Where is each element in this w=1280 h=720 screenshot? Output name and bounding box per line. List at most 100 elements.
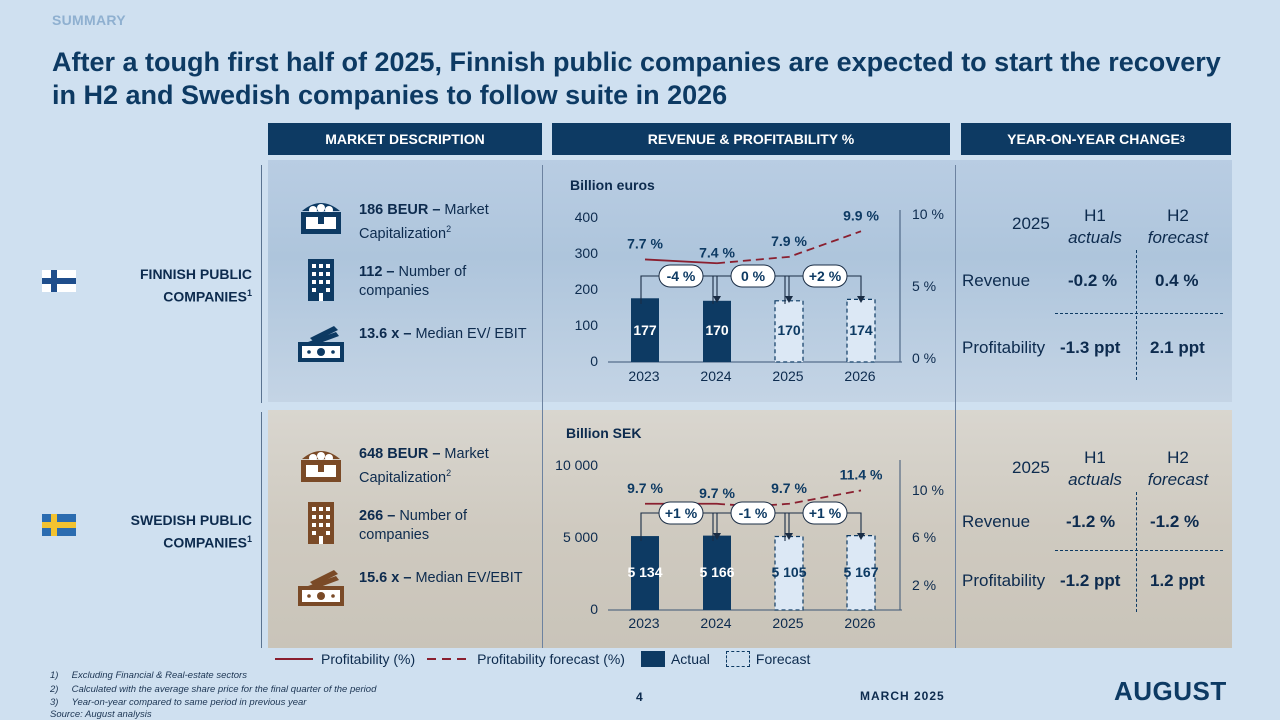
chart-fi-right-tick: 0 % xyxy=(912,350,937,366)
change-bubble xyxy=(802,501,848,525)
yoy-fi-h1-header: H1 actuals xyxy=(1068,206,1122,247)
change-label: -4 % xyxy=(667,268,696,284)
yoy-fi-row-label: Profitability xyxy=(962,338,1046,357)
profitability-label: 11.4 % xyxy=(840,466,883,482)
divider xyxy=(1136,250,1137,380)
bar-actual xyxy=(631,536,659,610)
page-title: After a tough first half of 2025, Finnis… xyxy=(52,47,1221,110)
yoy-fi-profit-h1: -1.3 ppt xyxy=(1060,338,1121,357)
change-bubble xyxy=(658,264,704,288)
footnote: 3) Year-on-year compared to same period … xyxy=(50,697,307,708)
chart-fi-xlabel: 2026 xyxy=(844,368,876,384)
change-label: 0 % xyxy=(741,268,766,284)
chart-fi-right-tick: 10 % xyxy=(912,206,944,222)
yoy-se-row-label: Profitability xyxy=(962,571,1046,590)
header-yoy-change: YEAR-ON-YEAR CHANGE 3 xyxy=(961,123,1231,155)
sweden-number-of-companies: 266 – Number of companies xyxy=(359,508,468,543)
yoy-fi-revenue-h1: -0.2 % xyxy=(1068,271,1118,290)
chart-fi-ytick: 100 xyxy=(574,317,598,333)
yoy-se-profit-h2: 1.2 ppt xyxy=(1150,571,1205,590)
report-date: MARCH 2025 xyxy=(860,689,945,703)
finland-number-of-companies: 112 – Number of companies xyxy=(359,264,467,299)
yoy-fi-revenue-h2: 0.4 % xyxy=(1155,271,1199,290)
legend-actual: Actual xyxy=(670,651,710,667)
yoy-se-revenue-h2: -1.2 % xyxy=(1150,512,1200,531)
chart-legend: Profitability (%) Profitability forecast… xyxy=(275,651,810,667)
building-icon xyxy=(308,502,334,544)
chart-se-ytick: 10 000 xyxy=(555,457,598,473)
company-logo: AUGUST xyxy=(1114,676,1227,706)
bar-value-label: 174 xyxy=(849,322,873,338)
chart-se-right-tick: 6 % xyxy=(912,529,937,545)
yoy-se-h2-header: H2 forecast xyxy=(1147,448,1209,489)
bar-value-label: 5 167 xyxy=(843,564,878,580)
chart-se-ytick: 0 xyxy=(590,601,598,617)
chart-se-ylabel: Billion SEK xyxy=(566,425,642,441)
profitability-label: 9.7 % xyxy=(699,485,735,501)
chart-fi-xlabel: 2024 xyxy=(700,368,732,384)
money-icon xyxy=(298,570,344,606)
finland-market-cap: 186 BEUR – Market Capitalization2 xyxy=(359,202,489,242)
change-arrow-head xyxy=(713,296,721,303)
treasure-chest-icon xyxy=(301,451,341,482)
legend-forecast-line-icon xyxy=(427,658,470,660)
yoy-fi-row-label: Revenue xyxy=(962,271,1031,290)
profitability-label: 9.9 % xyxy=(843,207,879,223)
chart-se-xlabel: 2026 xyxy=(844,615,876,631)
divider xyxy=(1055,313,1223,314)
finland-median-ev-ebit: 13.6 x – Median EV/ EBIT xyxy=(359,326,527,342)
change-label: +2 % xyxy=(809,268,842,284)
profitability-label: 7.4 % xyxy=(699,244,735,260)
bar-forecast xyxy=(774,535,804,611)
bar-value-label: 170 xyxy=(777,322,801,338)
chart-sweden-plot: 5 134 5 166 5 105 5 167 9.7 % 9.7 % 9.7 % 11.4 … xyxy=(608,460,902,611)
legend-forecast: Forecast xyxy=(755,651,811,667)
chart-se-xlabel: 2023 xyxy=(628,615,660,631)
profitability-forecast-line xyxy=(716,230,862,265)
chart-fi-right-tick: 5 % xyxy=(912,278,937,294)
profitability-line xyxy=(644,258,718,265)
legend-profitability: Profitability (%) xyxy=(321,651,416,667)
legend-profitability-forecast: Profitability forecast (%) xyxy=(477,651,625,667)
change-label: +1 % xyxy=(809,505,842,521)
footnote-source: Source: August analysis xyxy=(50,709,152,720)
section-label: SUMMARY xyxy=(52,12,126,28)
finland-label: FINNISH PUBLIC COMPANIES1 xyxy=(140,266,252,305)
treasure-chest-icon xyxy=(301,203,341,234)
change-arrow-head xyxy=(785,296,793,303)
legend-actual-swatch xyxy=(640,651,665,667)
sweden-panel-background xyxy=(268,410,1232,648)
sweden-median-ev-ebit: 15.6 x – Median EV/EBIT xyxy=(359,570,523,586)
chart-fi-ytick: 200 xyxy=(574,281,598,297)
yoy-se-year: 2025 xyxy=(1012,458,1050,477)
finland-flag-icon xyxy=(42,270,76,292)
header-revenue-profitability: REVENUE & PROFITABILITY % xyxy=(552,123,950,155)
bar-actual xyxy=(631,298,659,362)
chart-se-xlabel: 2025 xyxy=(772,615,804,631)
chart-se-xlabel: 2024 xyxy=(700,615,732,631)
profitability-label: 9.7 % xyxy=(627,480,663,496)
chart-fi-xlabel: 2025 xyxy=(772,368,804,384)
chart-se-right-tick: 10 % xyxy=(912,482,944,498)
change-bubble xyxy=(730,501,776,525)
bar-value-label: 5 134 xyxy=(627,564,662,580)
header-market-description: MARKET DESCRIPTION xyxy=(268,123,542,155)
divider xyxy=(1055,550,1223,551)
divider xyxy=(1136,492,1137,612)
divider xyxy=(261,165,262,403)
yoy-fi-year: 2025 xyxy=(1012,214,1050,233)
change-arrow-head xyxy=(785,533,793,540)
bar-value-label: 5 105 xyxy=(771,564,806,580)
sweden-market-cap: 648 BEUR – Market Capitalization2 xyxy=(359,446,489,486)
profitability-label: 7.7 % xyxy=(627,235,663,251)
change-arrow-head xyxy=(713,533,721,540)
chart-fi-ytick: 300 xyxy=(574,245,598,261)
chart-fi-xlabel: 2023 xyxy=(628,368,660,384)
chart-finland-plot: 177 170 170 174 7.7 % 7.4 % 7.9 % 9.9 % -4 % 0 % +… xyxy=(608,207,902,363)
yoy-se-profit-h1: -1.2 ppt xyxy=(1060,571,1121,590)
profitability-label: 7.9 % xyxy=(771,233,807,249)
bar-actual xyxy=(703,300,731,362)
chart-fi-ylabel: Billion euros xyxy=(570,177,655,193)
yoy-fi-h2-header: H2 forecast xyxy=(1147,206,1209,247)
change-arrow-head xyxy=(857,296,865,303)
